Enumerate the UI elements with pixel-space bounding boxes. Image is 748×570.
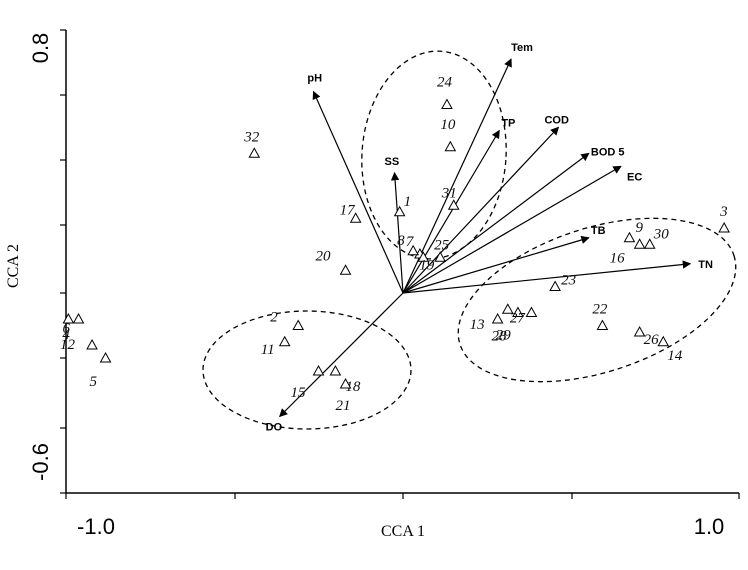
site-label-31: 31: [441, 185, 457, 201]
site-marker-16: [635, 239, 645, 248]
axes: [66, 30, 739, 493]
site-label-14: 14: [667, 348, 683, 364]
site-marker-13: [493, 314, 503, 323]
vector-label-tem: Tem: [511, 42, 533, 54]
site-marker-32: [249, 148, 259, 157]
site-marker-29: [503, 304, 513, 313]
site-label-11: 11: [261, 342, 275, 358]
site-marker-2: [293, 321, 303, 330]
site-label-29: 29: [496, 327, 512, 343]
site-label-20: 20: [316, 248, 332, 264]
vector-label-cod: COD: [544, 114, 569, 126]
site-marker-22: [597, 321, 607, 330]
cluster-ellipse-right: [438, 187, 748, 413]
site-label-8: 8: [397, 233, 405, 249]
site-label-2: 2: [270, 310, 278, 326]
site-label-5: 5: [90, 374, 98, 390]
site-marker-20: [341, 265, 351, 274]
site-marker-14: [658, 337, 668, 346]
site-label-22: 22: [592, 302, 608, 318]
site-label-25: 25: [434, 237, 450, 253]
site-marker-28: [526, 308, 536, 317]
site-label-17: 17: [340, 202, 357, 218]
site-label-16: 16: [610, 250, 626, 266]
vector-label-bod5: BOD 5: [591, 146, 625, 158]
x-axis-title: CCA 1: [381, 523, 425, 540]
site-label-9: 9: [635, 220, 643, 236]
cluster-ellipse-lower-left: [203, 311, 411, 429]
vector-label-tn: TN: [698, 259, 713, 271]
site-marker-9: [624, 233, 634, 242]
vector-label-do: DO: [266, 422, 283, 434]
site-label-3: 3: [719, 204, 728, 220]
site-label-26: 26: [644, 332, 660, 348]
site-label-30: 30: [653, 226, 670, 242]
site-label-1: 1: [404, 194, 412, 210]
site-marker-12: [87, 340, 97, 349]
site-label-15: 15: [291, 385, 307, 401]
site-label-13: 13: [470, 317, 485, 333]
vector-label-tb: TB: [591, 225, 606, 237]
site-marker-24: [442, 100, 452, 109]
site-label-24: 24: [437, 75, 453, 91]
site-label-6: 6: [63, 321, 71, 337]
site-label-21: 21: [336, 398, 351, 414]
y-tick-label-top: 0.8: [28, 33, 53, 64]
site-label-23: 23: [561, 273, 576, 289]
y-tick-label-bottom: -0.6: [28, 443, 53, 481]
vector-label-ec: EC: [627, 171, 642, 183]
site-marker-6: [74, 314, 84, 323]
site-label-32: 32: [243, 129, 260, 145]
vector-label-ss: SS: [385, 156, 400, 168]
site-label-12: 12: [60, 337, 76, 353]
site-marker-10: [445, 142, 455, 151]
x-tick-label-left: -1.0: [77, 514, 115, 539]
site-marker-3: [719, 223, 729, 232]
site-marker-5: [101, 353, 111, 362]
cluster-ellipse-upper: [355, 46, 513, 264]
vector-label-ph: pH: [307, 73, 322, 85]
site-label-19: 19: [419, 257, 435, 273]
y-axis-title: CCA 2: [5, 244, 22, 288]
site-marker-15: [314, 366, 324, 375]
site-label-10: 10: [440, 117, 456, 133]
x-tick-label-right: 1.0: [694, 514, 725, 539]
vector-label-tp: TP: [501, 118, 515, 130]
site-marker-11: [280, 337, 290, 346]
site-marker-18: [330, 366, 340, 375]
axis-ticks: [60, 30, 739, 499]
site-marker-23: [550, 282, 560, 291]
